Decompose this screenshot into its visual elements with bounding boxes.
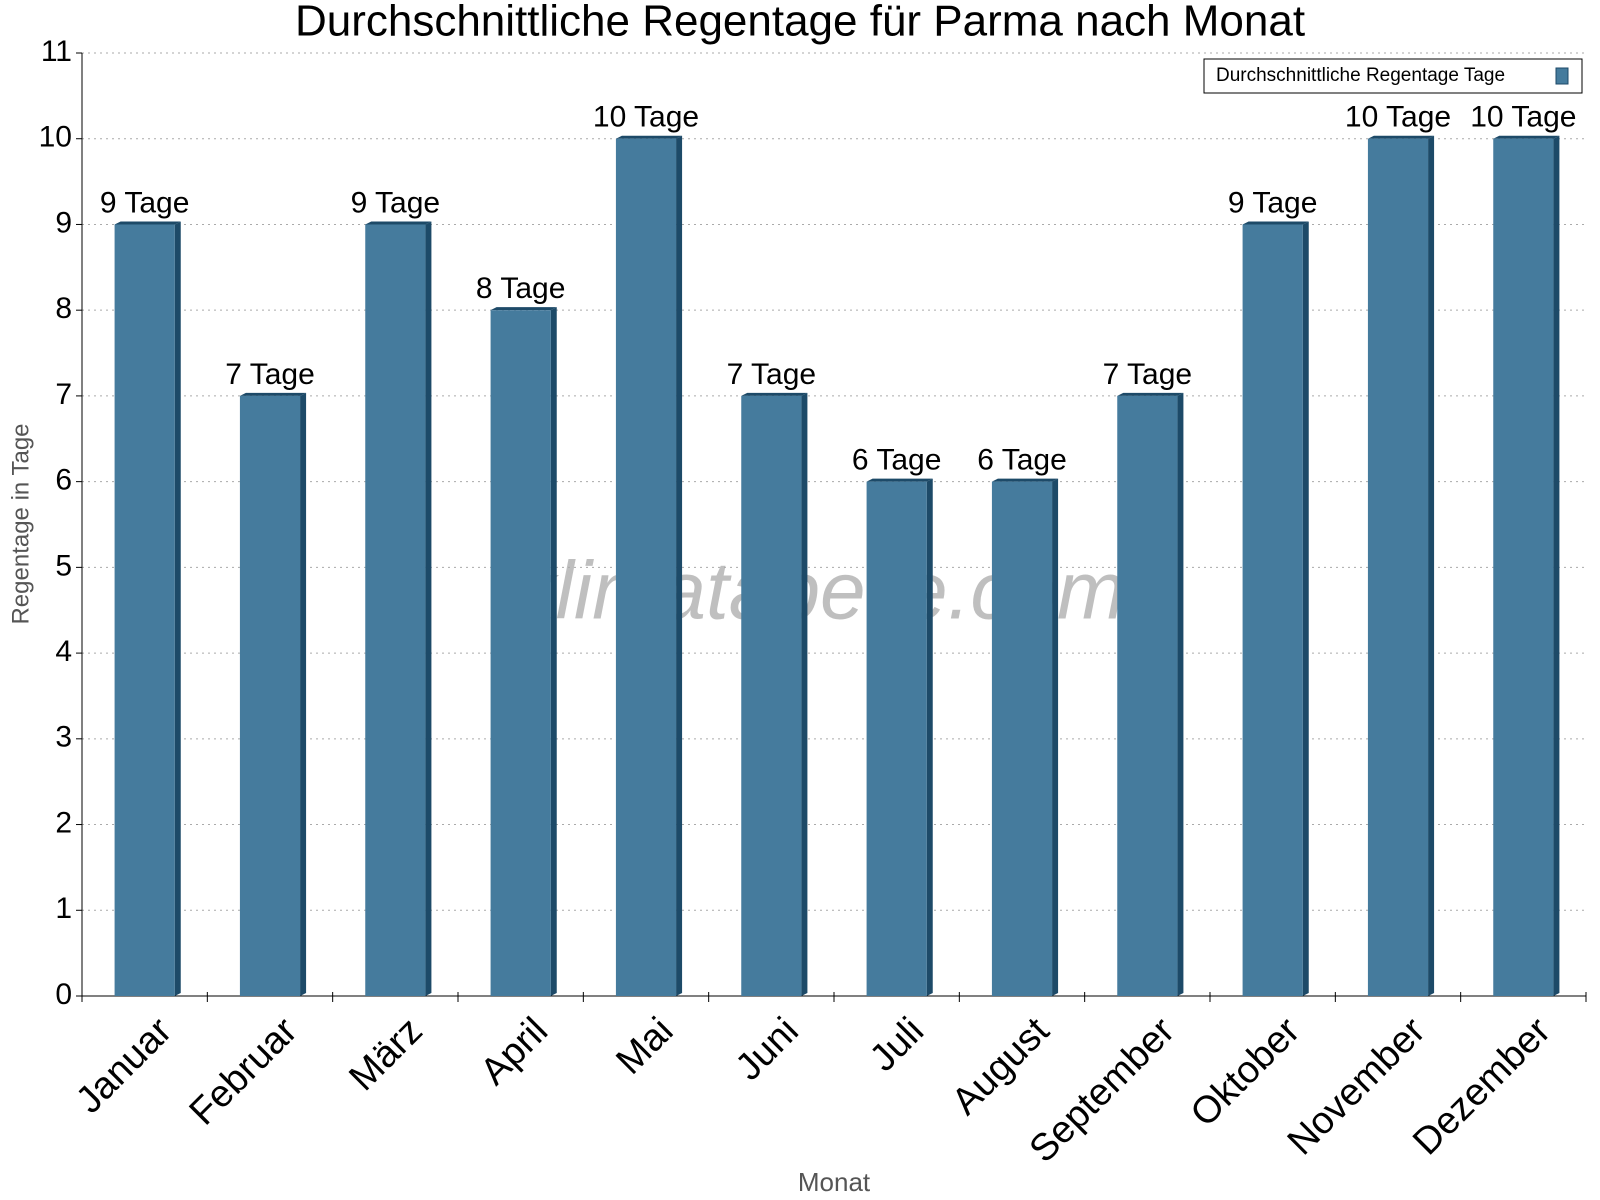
bar	[615, 138, 677, 996]
bar	[1117, 395, 1178, 997]
chart-title: Durchschnittliche Regentage für Parma na…	[295, 0, 1305, 46]
value-label: 6 Tage	[852, 444, 942, 477]
value-label: 7 Tage	[225, 358, 315, 391]
bar-side	[1052, 478, 1059, 996]
bar-top	[239, 392, 307, 396]
bar	[741, 395, 802, 997]
bar-side	[1177, 392, 1184, 997]
y-tick-label: 3	[55, 721, 72, 754]
bar	[1493, 138, 1554, 996]
bar-top	[991, 478, 1059, 482]
y-tick-label: 8	[55, 292, 72, 325]
bar-top	[741, 392, 808, 396]
bar-side	[1302, 221, 1309, 997]
bar-side	[1553, 135, 1560, 996]
bar-side	[300, 392, 307, 997]
bar	[490, 310, 551, 996]
x-axis-label: Monat	[798, 1167, 871, 1197]
legend-swatch	[1555, 67, 1569, 85]
bar-side	[801, 392, 808, 997]
y-tick-label: 0	[55, 978, 72, 1011]
bar-side	[425, 221, 432, 997]
y-tick-label: 10	[39, 121, 72, 154]
y-tick-label: 11	[41, 35, 72, 68]
value-label: 7 Tage	[727, 358, 817, 391]
bar-top	[1493, 135, 1560, 139]
value-label: 10 Tage	[593, 101, 699, 134]
bar	[114, 224, 175, 997]
value-label: 7 Tage	[1103, 358, 1193, 391]
legend-label: Durchschnittliche Regentage Tage	[1216, 65, 1505, 86]
bar-side	[926, 478, 933, 996]
value-label: 9 Tage	[100, 186, 190, 219]
bar-top	[490, 307, 557, 311]
y-tick-label: 6	[55, 464, 72, 497]
value-label: 9 Tage	[351, 186, 441, 219]
bar-side	[676, 135, 683, 996]
y-tick-label: 4	[55, 635, 72, 668]
y-tick-label: 1	[55, 892, 72, 925]
value-label: 10 Tage	[1345, 101, 1451, 134]
y-tick-label: 7	[55, 378, 72, 411]
bar-top	[615, 135, 683, 139]
bar-top	[1117, 392, 1184, 396]
bar	[239, 395, 301, 997]
bar	[1242, 224, 1303, 997]
bar	[866, 481, 927, 996]
y-tick-label: 2	[55, 806, 72, 839]
bar-side	[1428, 135, 1435, 996]
bar-side	[174, 221, 181, 997]
value-label: 6 Tage	[977, 444, 1067, 477]
bar-top	[1242, 221, 1309, 225]
y-tick-label: 5	[55, 549, 72, 582]
bar-top	[365, 221, 432, 225]
y-axis-label: Regentage in Tage	[7, 423, 34, 624]
value-label: 10 Tage	[1470, 101, 1576, 134]
bar	[365, 224, 426, 997]
bar	[991, 481, 1053, 996]
value-label: 8 Tage	[476, 272, 566, 305]
bar-top	[1367, 135, 1435, 139]
bar-top	[866, 478, 933, 482]
y-tick-label: 9	[55, 206, 72, 239]
value-label: 9 Tage	[1228, 186, 1318, 219]
bar-top	[114, 221, 181, 225]
legend-box	[1203, 58, 1583, 94]
bar-side	[550, 307, 557, 996]
bar	[1367, 138, 1429, 996]
